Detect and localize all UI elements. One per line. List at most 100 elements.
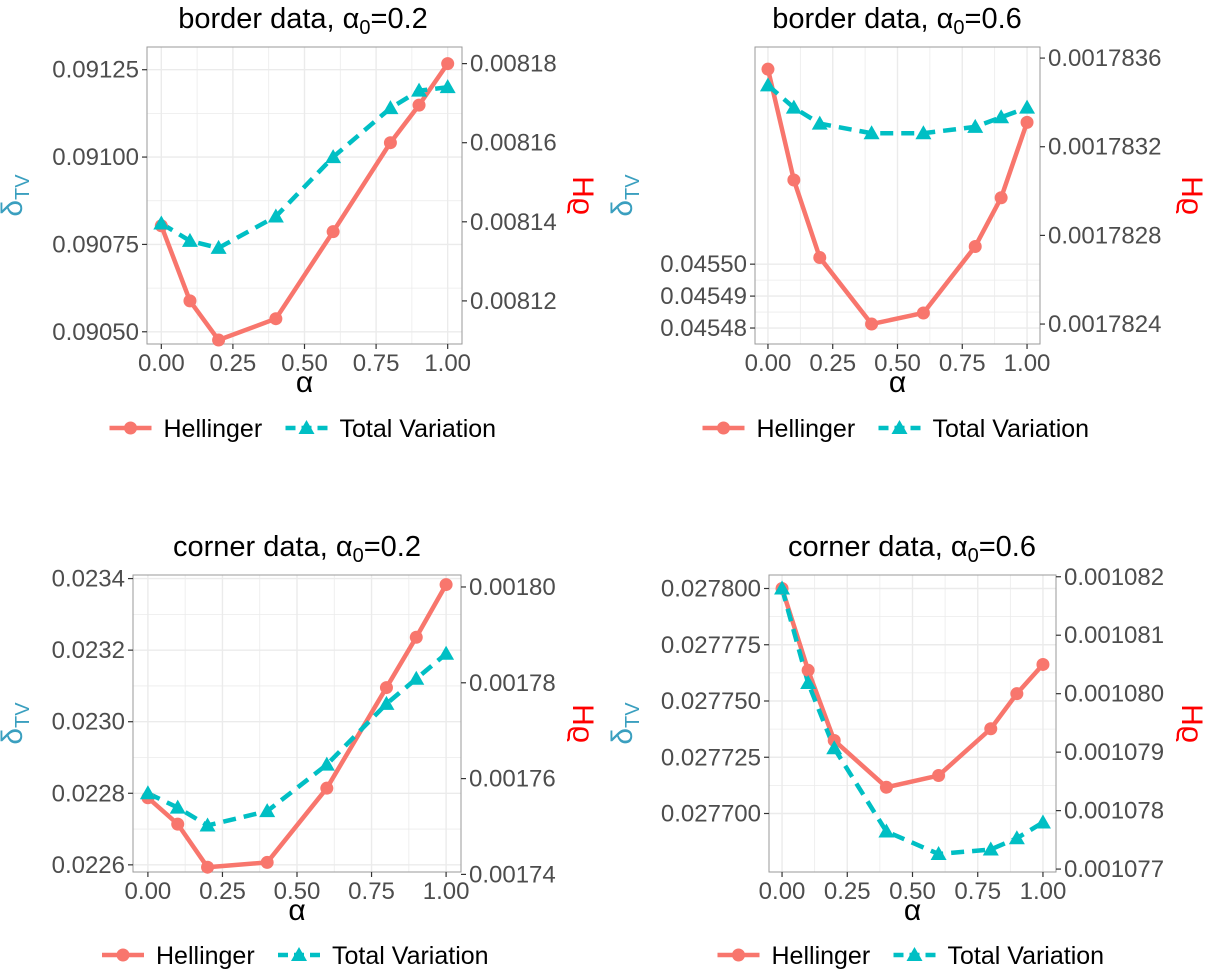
hellinger-point — [984, 722, 998, 736]
total-variation-line — [160, 84, 448, 251]
legend-hellinger-label: Hellinger — [156, 942, 255, 970]
title-text: corner data, — [788, 531, 951, 563]
x-axis-label: α — [904, 894, 921, 927]
title-symbol: α — [336, 531, 353, 563]
chart-title: corner data, α0=0.2 — [173, 531, 421, 567]
hellinger-point — [813, 251, 827, 265]
legend: Hellinger Total Variation — [717, 942, 1105, 970]
legend-hellinger-marker — [717, 421, 730, 435]
title-suffix: =0.6 — [979, 531, 1036, 563]
legend-tv-marker — [891, 420, 908, 434]
legend-hellinger-marker — [116, 948, 130, 962]
title-symbol: α — [937, 3, 954, 35]
right-tick-label: 0.0017824 — [1048, 311, 1161, 338]
chart-title: corner data, α0=0.6 — [788, 531, 1036, 567]
x-axis-label: α — [889, 366, 906, 399]
total-variation-point — [967, 118, 984, 133]
total-variation-point — [438, 645, 455, 660]
left-axis-label: δTV — [0, 702, 34, 745]
x-tick-label: 0.50 — [874, 350, 921, 377]
total-variation-point — [811, 115, 828, 130]
legend-hellinger-marker — [732, 948, 745, 962]
legend-tv-label: Total Variation — [948, 942, 1105, 970]
total-variation-point — [153, 215, 170, 230]
right-axis-label: Hϱ — [566, 176, 599, 215]
title-subscript: 0 — [353, 545, 364, 567]
hellinger-point — [916, 306, 930, 320]
title-suffix: =0.2 — [364, 531, 421, 563]
left-axis-symbol: δ — [606, 728, 639, 745]
total-variation-point — [411, 82, 428, 97]
legend-tv-label: Total Variation — [933, 415, 1090, 443]
chart-panel-3: 0.00 0.25 0.50 0.75 1.00 0.0226 0.0228 0.0230 0.… — [0, 531, 599, 970]
hellinger-point — [787, 173, 801, 187]
left-axis-label: δTV — [606, 174, 644, 217]
hellinger-point — [968, 239, 982, 253]
hellinger-point — [326, 225, 340, 239]
total-variation-point — [774, 580, 791, 595]
left-tick-label: 0.04548 — [660, 315, 747, 342]
x-tick-label: 0.25 — [199, 878, 246, 905]
right-tick-label: 0.00812 — [470, 288, 557, 315]
right-tick-label: 0.001078 — [1064, 798, 1164, 825]
left-tick-label: 0.09075 — [52, 231, 139, 258]
title-suffix: =0.6 — [965, 3, 1022, 35]
left-axis-subscript: TV — [622, 174, 644, 200]
hellinger-point — [409, 630, 423, 644]
right-axis-label: Hϱ — [1175, 704, 1207, 743]
chart-panel-2: 0.00 0.25 0.50 0.75 1.00 0.04548 0.04549 0.0455… — [606, 3, 1207, 443]
x-tick-label: 0.00 — [745, 350, 792, 377]
hellinger-point — [801, 663, 815, 677]
hellinger-point — [994, 191, 1008, 205]
total-variation-point — [199, 817, 216, 832]
left-axis-subscript: TV — [12, 702, 34, 728]
hellinger-point — [879, 780, 893, 794]
right-tick-label: 0.0017836 — [1048, 45, 1161, 72]
left-axis-subscript: TV — [12, 174, 34, 200]
total-variation-point — [408, 670, 425, 685]
x-tick-label: 0.00 — [759, 878, 806, 905]
legend-tv-marker — [298, 420, 315, 434]
left-axis-subscript: TV — [622, 702, 644, 728]
x-tick-label: 0.00 — [138, 350, 185, 377]
right-tick-label: 0.001079 — [1064, 739, 1164, 766]
x-tick-label: 1.00 — [424, 350, 471, 377]
x-tick-label: 0.00 — [125, 878, 172, 905]
x-tick-label: 0.75 — [353, 350, 400, 377]
x-tick-label: 0.25 — [809, 350, 856, 377]
total-variation-point — [259, 803, 276, 818]
hellinger-point — [865, 317, 879, 331]
left-tick-label: 0.04549 — [660, 283, 747, 310]
total-variation-point — [1019, 99, 1036, 114]
total-variation-point — [863, 125, 880, 140]
hellinger-line — [146, 583, 449, 870]
left-axis-symbol: δ — [0, 200, 29, 217]
hellinger-point — [439, 578, 453, 592]
right-axis-label: Hϱ — [1175, 176, 1207, 215]
x-tick-label: 1.00 — [1020, 878, 1067, 905]
hellinger-point — [260, 855, 274, 869]
total-variation-point — [826, 740, 843, 755]
right-tick-label: 0.001077 — [1064, 856, 1164, 883]
hellinger-point — [932, 769, 946, 783]
chart-title: border data, α0=0.2 — [178, 3, 428, 39]
left-tick-label: 0.04550 — [660, 251, 747, 278]
chart-panel-4: 0.00 0.25 0.50 0.75 1.00 0.027700 0.027725 0.02… — [606, 531, 1207, 970]
left-axis-label: δTV — [0, 174, 34, 217]
hellinger-point — [412, 98, 426, 112]
legend-tv-marker — [906, 947, 923, 961]
legend-tv-label: Total Variation — [332, 942, 489, 970]
x-axis-label: α — [288, 894, 305, 927]
total-variation-point — [318, 756, 335, 771]
x-tick-label: 1.00 — [1004, 350, 1051, 377]
x-axis-label: α — [296, 366, 313, 399]
total-variation-point — [210, 239, 227, 254]
x-tick-label: 1.00 — [423, 878, 470, 905]
right-tick-label: 0.00176 — [469, 766, 556, 793]
hellinger-point — [1036, 657, 1050, 671]
title-text: border data, — [178, 3, 342, 35]
total-variation-point — [759, 77, 776, 92]
left-axis-label: δTV — [606, 702, 644, 745]
